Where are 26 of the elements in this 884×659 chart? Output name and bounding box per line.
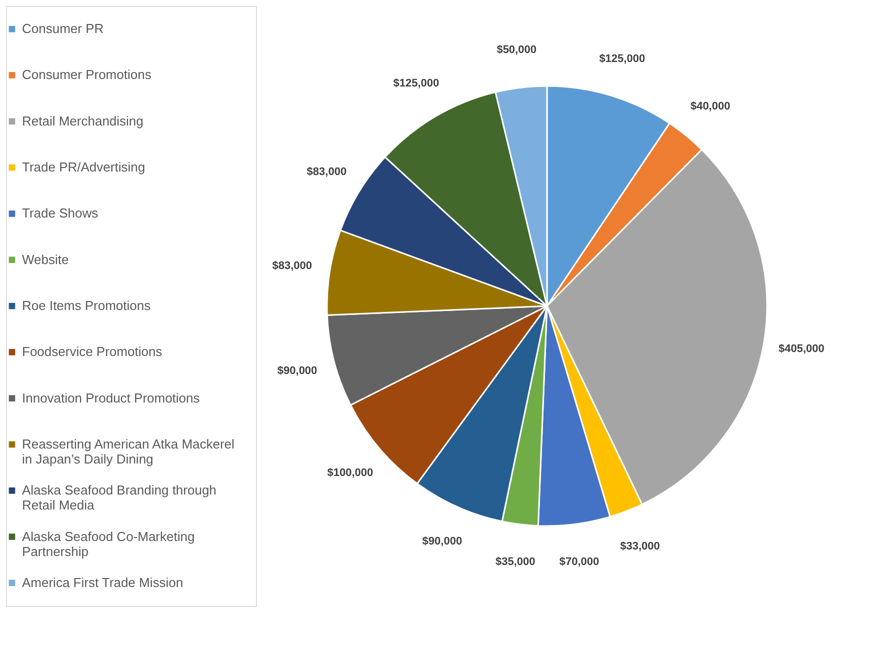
data-label: $70,000 <box>559 556 600 568</box>
data-label: $50,000 <box>496 44 536 56</box>
data-label: $90,000 <box>277 364 318 377</box>
legend-label: Retail Merchandising <box>22 113 144 128</box>
data-label: $33,000 <box>620 540 660 553</box>
legend-label: Reasserting American Atka Mackerel in Japan’s Daily Dining <box>22 436 235 466</box>
legend-label: Innovation Product Promotions <box>22 390 200 406</box>
data-label: $125,000 <box>599 53 646 66</box>
data-label: $125,000 <box>393 78 440 90</box>
legend-label: Foodservice Promotions <box>22 344 163 360</box>
data-label: $90,000 <box>422 536 462 548</box>
legend-label: Consumer PR <box>22 21 104 36</box>
legend-label: Website <box>22 252 69 267</box>
data-label: $40,000 <box>690 100 730 112</box>
legend-label: Alaska Seafood Branding through Retail Media <box>22 482 216 513</box>
legend-label: Alaska Seafood Co-Marketing Partnership <box>22 528 195 559</box>
data-label: $83,000 <box>306 166 347 178</box>
data-label: $405,000 <box>778 342 824 355</box>
legend-label: Trade Shows <box>22 206 99 221</box>
data-label: $100,000 <box>327 466 374 479</box>
data-label: $35,000 <box>495 556 536 568</box>
data-label: $83,000 <box>272 260 312 272</box>
legend-label: Trade PR/Advertising <box>22 160 146 175</box>
legend-label: Consumer Promotions <box>22 67 152 82</box>
legend-label: Roe Items Promotions <box>22 298 152 313</box>
legend-label: America First Trade Mission <box>22 574 184 590</box>
